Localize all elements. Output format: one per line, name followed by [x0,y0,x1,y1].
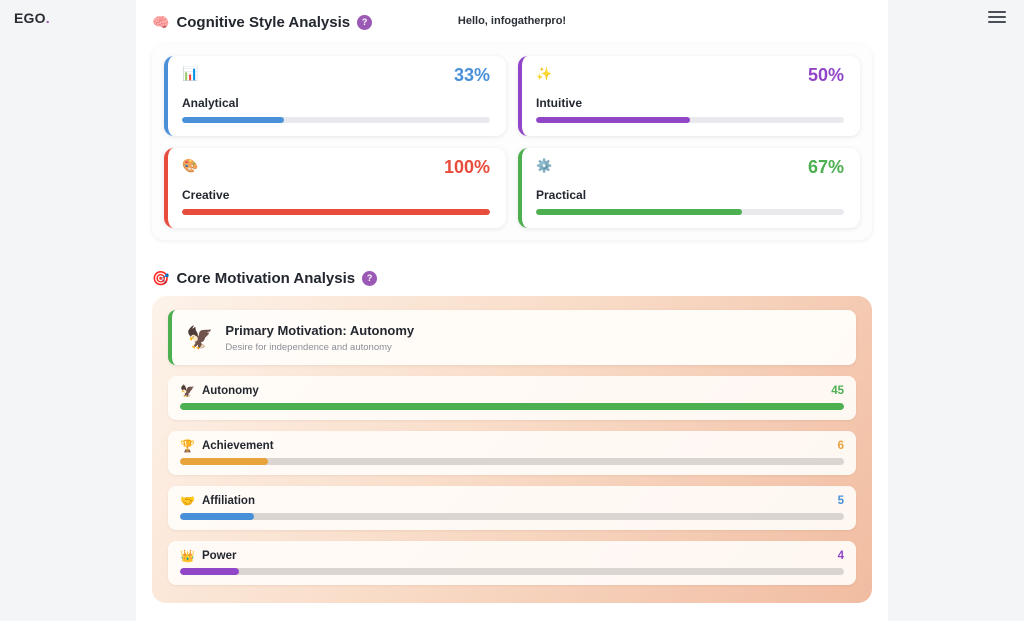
progress-track [180,513,844,520]
cognitive-section-heading: Cognitive Style Analysis [176,13,351,31]
motivation-row-left: 🦅 Autonomy [180,385,259,397]
help-icon[interactable]: ? [362,270,378,286]
metric-card-creative: 🎨 100% Creative [164,148,506,228]
cognitive-section-title: 🧠 Cognitive Style Analysis ? [152,13,373,31]
motivation-section-title: 🎯 Core Motivation Analysis ? [152,269,378,287]
eagle-icon: 🦅 [186,324,214,350]
progress-fill [182,117,284,123]
main-content: 🧠 Cognitive Style Analysis ? Hello, info… [136,0,888,621]
brain-icon: 🧠 [152,14,170,30]
motivation-row-label-line: 🏆 Achievement 6 [180,440,844,452]
motivation-section-header: 🎯 Core Motivation Analysis ? [152,266,872,290]
crown-icon: 👑 [180,549,195,563]
motivation-label: Autonomy [201,385,259,397]
eagle-icon: 🦅 [180,384,195,398]
metric-card-analytical: 📊 33% Analytical [164,56,506,136]
app-logo-text: EGO [14,10,46,26]
metric-label: Practical [536,188,587,202]
progress-fill [180,513,254,520]
app-logo: EGO. [14,10,50,26]
motivation-row-autonomy: 🦅 Autonomy 45 [168,376,856,420]
progress-track [182,117,490,123]
motivation-value: 4 [837,550,844,562]
primary-motivation-subtitle: Desire for independence and autonomy [225,341,392,353]
motivation-value: 6 [837,440,844,452]
primary-motivation-card: 🦅 Primary Motivation: Autonomy Desire fo… [168,310,856,365]
metric-card-top: ✨ 50% [536,66,844,84]
progress-fill [180,458,269,465]
user-greeting: Hello, infogatherpro! [457,15,567,27]
palette-icon: 🎨 [182,158,199,173]
progress-track [180,568,844,575]
menu-icon[interactable] [988,11,1006,23]
cognitive-cards-panel: 📊 33% Analytical ✨ 50% Intuitive [152,44,872,240]
cognitive-cards-grid: 📊 33% Analytical ✨ 50% Intuitive [164,56,860,228]
help-icon[interactable]: ? [357,14,373,30]
motivation-panel: 🦅 Primary Motivation: Autonomy Desire fo… [152,296,872,603]
progress-track [182,209,490,215]
motivation-value: 45 [831,385,844,397]
motivation-label: Achievement [201,440,274,452]
motivation-value: 5 [837,495,844,507]
target-icon: 🎯 [152,270,170,286]
metric-card-top: 📊 33% [182,66,490,84]
progress-fill [180,403,844,410]
motivation-label: Power [201,550,237,562]
motivation-row-label-line: 🤝 Affiliation 5 [180,495,844,507]
menu-icon-bar [988,21,1006,23]
handshake-icon: 🤝 [180,494,195,508]
progress-track [536,209,844,215]
motivation-row-power: 👑 Power 4 [168,541,856,585]
motivation-row-affiliation: 🤝 Affiliation 5 [168,486,856,530]
primary-motivation-title: Primary Motivation: Autonomy [225,322,415,338]
motivation-row-left: 🏆 Achievement [180,440,274,452]
trophy-icon: 🏆 [180,439,195,453]
progress-fill [180,568,240,575]
progress-track [536,117,844,123]
gear-icon: ⚙️ [536,158,553,173]
motivation-section-heading: Core Motivation Analysis [176,269,356,287]
app-logo-dot: . [45,10,50,26]
metric-card-top: ⚙️ 67% [536,158,844,176]
metric-value: 100% [443,157,490,177]
metric-card-practical: ⚙️ 67% Practical [518,148,860,228]
page-header: 🧠 Cognitive Style Analysis ? Hello, info… [152,8,872,36]
progress-track [180,458,844,465]
metric-label: Analytical [182,96,239,110]
progress-fill [536,209,743,215]
motivation-label: Affiliation [201,495,255,507]
metric-label: Intuitive [536,96,583,110]
progress-track [180,403,844,410]
metric-card-intuitive: ✨ 50% Intuitive [518,56,860,136]
menu-icon-bar [988,11,1006,13]
progress-fill [536,117,690,123]
bar-chart-icon: 📊 [182,66,199,81]
metric-value: 50% [807,65,844,85]
motivation-row-label-line: 🦅 Autonomy 45 [180,385,844,397]
metric-value: 67% [807,157,844,177]
menu-icon-bar [988,16,1006,18]
motivation-row-achievement: 🏆 Achievement 6 [168,431,856,475]
motivation-row-left: 👑 Power [180,550,236,562]
metric-card-top: 🎨 100% [182,158,490,176]
metric-value: 33% [453,65,490,85]
progress-fill [182,209,490,215]
motivation-row-left: 🤝 Affiliation [180,495,255,507]
metric-label: Creative [182,188,230,202]
motivation-row-label-line: 👑 Power 4 [180,550,844,562]
sparkles-icon: ✨ [536,66,553,81]
